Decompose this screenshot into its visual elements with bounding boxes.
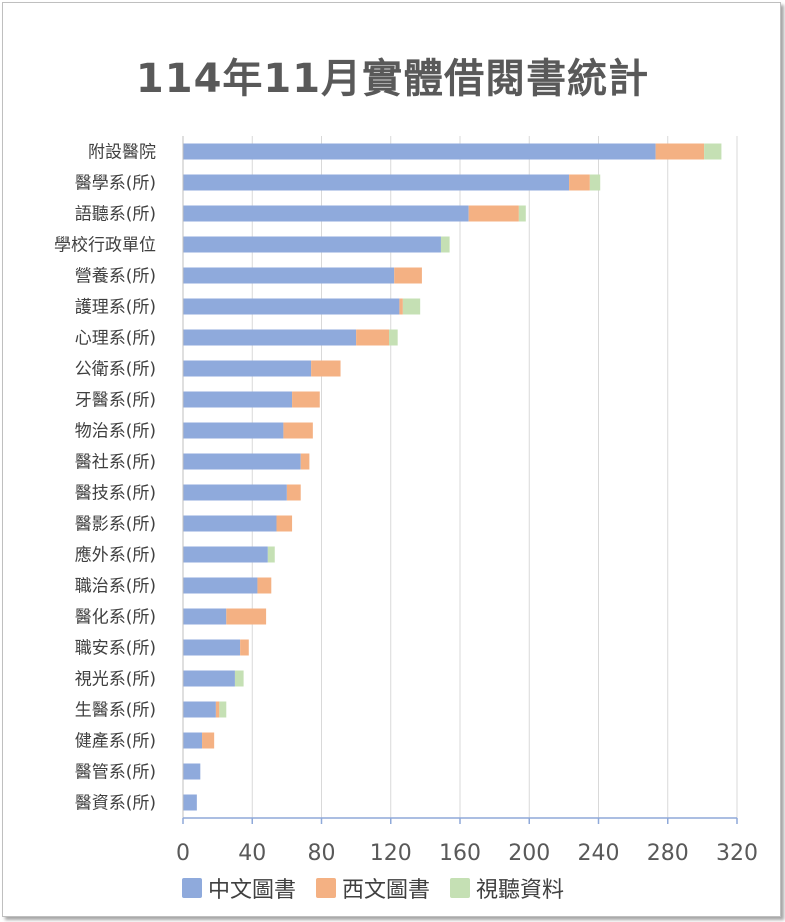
category-label: 物治系(所)	[75, 422, 156, 442]
bar-segment	[440, 236, 450, 253]
legend-item: 西文圖書	[316, 872, 430, 904]
x-tick-label: 240	[578, 841, 620, 866]
bar-segment	[183, 701, 216, 718]
category-label: 應外系(所)	[75, 545, 156, 566]
x-tick-label: 80	[308, 841, 336, 866]
bar-segment	[234, 670, 244, 687]
legend-item: 中文圖書	[182, 872, 296, 904]
chart-legend: 中文圖書 西文圖書 視聽資料	[182, 872, 584, 904]
bar-segment	[655, 143, 705, 160]
bar-segment	[183, 577, 258, 594]
category-label: 語聽系(所)	[75, 205, 156, 225]
bar-segment	[183, 732, 203, 749]
bar-segment	[183, 515, 277, 532]
bar-segment	[183, 143, 656, 160]
bar-segment	[183, 391, 293, 408]
x-tick-label: 160	[439, 841, 481, 866]
bar-segment	[183, 298, 400, 315]
category-label: 醫社系(所)	[75, 453, 156, 473]
bar-segment	[183, 174, 570, 191]
bar-segment	[183, 205, 469, 222]
x-tick-label: 200	[508, 841, 550, 866]
bar-segment	[468, 205, 519, 222]
bar-segment	[518, 205, 526, 222]
category-label: 營養系(所)	[75, 267, 156, 287]
bar-segment	[183, 267, 395, 284]
bar-segment	[394, 267, 422, 284]
category-label: 醫影系(所)	[75, 515, 156, 535]
bar-segment	[267, 546, 275, 563]
bar-segment	[202, 732, 215, 749]
category-label: 醫管系(所)	[75, 763, 156, 783]
x-tick-label: 120	[370, 841, 412, 866]
bar-segment	[183, 360, 312, 377]
legend-label: 中文圖書	[208, 878, 297, 903]
category-label: 醫學系(所)	[75, 174, 156, 194]
bar-segment	[183, 484, 287, 501]
category-label: 職治系(所)	[75, 577, 156, 597]
bar-segment	[389, 329, 398, 346]
bar-segment	[292, 391, 320, 408]
category-label: 醫化系(所)	[75, 608, 156, 628]
category-label: 視光系(所)	[75, 670, 156, 690]
bar-segment	[704, 143, 722, 160]
x-tick-label: 320	[716, 841, 758, 866]
legend-item: 視聽資料	[450, 872, 564, 904]
category-label: 學校行政單位	[54, 236, 156, 256]
category-label: 醫資系(所)	[75, 794, 156, 814]
bar-segment	[183, 236, 441, 253]
legend-label: 視聽資料	[476, 878, 565, 903]
bar-segment	[183, 608, 227, 625]
bar-segment	[311, 360, 341, 377]
bar-segment	[402, 298, 421, 315]
bar-segment	[183, 329, 357, 346]
bar-segment	[589, 174, 601, 191]
category-label: 公衛系(所)	[75, 360, 156, 380]
bar-segment	[240, 639, 249, 656]
category-label: 健產系(所)	[75, 732, 156, 752]
legend-label: 西文圖書	[342, 878, 431, 903]
legend-swatch	[450, 878, 471, 898]
bar-segment	[300, 453, 310, 470]
category-label: 職安系(所)	[75, 639, 156, 659]
category-label: 附設醫院	[88, 143, 156, 163]
bar-segment	[183, 546, 268, 563]
bar-segment	[215, 701, 220, 718]
legend-swatch	[182, 878, 202, 898]
category-label: 醫技系(所)	[75, 484, 156, 504]
x-tick-label: 280	[647, 841, 689, 866]
bar-segment	[183, 670, 235, 687]
bar-segment	[183, 453, 301, 470]
bar-segment	[356, 329, 390, 346]
category-label: 心理系(所)	[75, 329, 156, 349]
bar-segment	[276, 515, 293, 532]
bar-segment	[283, 422, 313, 439]
bar-segment	[183, 422, 284, 439]
chart-title: 114年11月實體借閱書統計	[135, 56, 650, 102]
x-tick-label: 0	[176, 841, 190, 866]
bar-segment	[183, 763, 201, 780]
bar-segment	[183, 794, 197, 811]
category-label: 生醫系(所)	[75, 701, 156, 721]
bar-segment	[183, 639, 241, 656]
x-tick-label: 40	[238, 841, 266, 866]
bar-segment	[219, 701, 227, 718]
legend-swatch	[316, 878, 337, 898]
category-label: 牙醫系(所)	[75, 391, 156, 411]
bar-segment	[226, 608, 267, 625]
bar-segment	[257, 577, 272, 594]
category-label: 護理系(所)	[75, 298, 156, 318]
bar-segment	[569, 174, 590, 191]
bar-segment	[399, 298, 403, 315]
bar-segment	[286, 484, 301, 501]
